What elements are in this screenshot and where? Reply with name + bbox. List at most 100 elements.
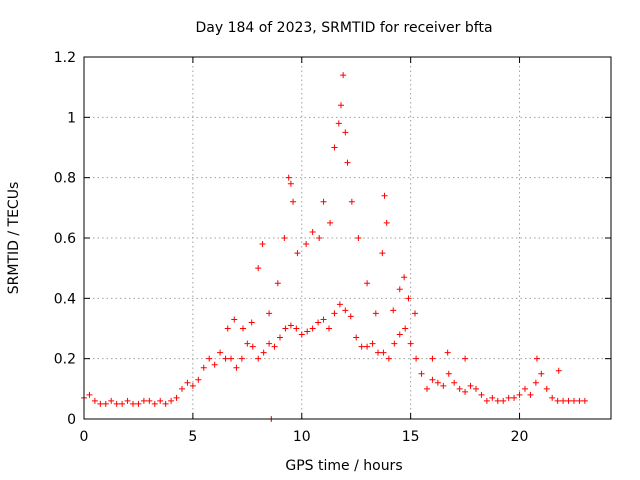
data-point [527,391,534,398]
data-point [309,325,316,332]
data-point [385,355,392,362]
data-point [200,364,207,371]
data-point [364,343,371,350]
data-point [266,310,273,317]
data-point [391,340,398,347]
data-point [282,325,289,332]
data-point [287,180,294,187]
data-point [316,235,323,241]
data-point [108,397,115,404]
data-point [331,144,338,151]
data-point [418,370,425,377]
data-point [369,340,376,347]
data-point [401,274,408,281]
x-tick-label: 10 [293,429,311,445]
data-point [195,376,202,383]
y-axis-label: SRMTID / TECUs [6,182,22,295]
data-point [396,331,403,338]
data-point [429,376,436,383]
data-point [565,397,572,404]
data-point [467,382,474,389]
data-point [500,397,507,404]
data-point [86,391,93,398]
data-point [146,397,153,404]
data-point [124,397,131,404]
data-point [244,340,251,347]
data-point [276,334,283,341]
y-tick-label: 0.2 [54,352,76,368]
data-point [483,397,490,404]
data-point [249,343,256,350]
data-point [434,379,441,386]
data-point [168,397,175,404]
data-point [407,340,414,347]
data-point [222,355,229,362]
data-point [372,310,379,317]
data-point [336,301,343,308]
data-point [413,355,420,362]
data-point [555,367,562,374]
data-point [327,219,334,226]
data-point [347,313,354,320]
data-point [342,129,349,136]
data-point [260,349,267,356]
data-point [102,400,109,407]
y-tick-label: 1 [67,110,76,126]
data-point [445,370,452,377]
data-point [224,325,231,332]
data-point [140,397,147,404]
y-tick-label: 0.6 [54,231,76,247]
data-point [348,198,355,205]
data-point [405,295,412,302]
data-point [516,391,523,398]
x-tick-label: 20 [511,429,529,445]
x-tick-label: 15 [402,429,420,445]
data-point [113,400,120,407]
data-point [364,280,371,287]
x-tick-label: 0 [80,429,89,445]
data-point [505,394,512,401]
data-point [274,280,281,287]
data-point [248,319,255,326]
data-point [444,349,451,356]
data-point [381,192,388,199]
data-point [211,361,218,368]
y-tick-label: 0.8 [54,171,76,187]
data-point [576,397,583,404]
data-point [298,331,305,338]
data-point [293,325,300,332]
data-point [173,394,180,401]
data-point [560,397,567,404]
data-point [451,379,458,386]
data-point [285,174,292,181]
data-point [266,340,273,347]
data-point [581,397,588,404]
data-point [440,382,447,389]
data-point [494,397,501,404]
data-point [217,349,224,356]
data-point [478,391,485,398]
data-point [489,394,496,401]
data-point [462,388,469,395]
axis-ticks: 0 0.2 0.4 0.6 0.8 1 1.2 0 5 10 15 20 [54,50,611,445]
data-point [456,385,463,392]
data-point [380,349,387,356]
data-points [81,72,588,422]
data-point [304,328,311,335]
data-point [255,265,262,272]
data-point [287,322,294,329]
data-point [294,250,301,257]
data-point [189,382,196,389]
data-point [342,307,349,314]
data-point [184,379,191,386]
data-point [206,355,213,362]
data-point [396,286,403,293]
data-point [462,355,469,362]
data-point [315,319,322,326]
data-point [97,400,104,407]
data-point [355,235,362,241]
data-point [129,400,136,407]
chart-title: Day 184 of 2023, SRMTID for receiver bft… [195,20,492,36]
x-axis-label: GPS time / hours [285,458,402,474]
